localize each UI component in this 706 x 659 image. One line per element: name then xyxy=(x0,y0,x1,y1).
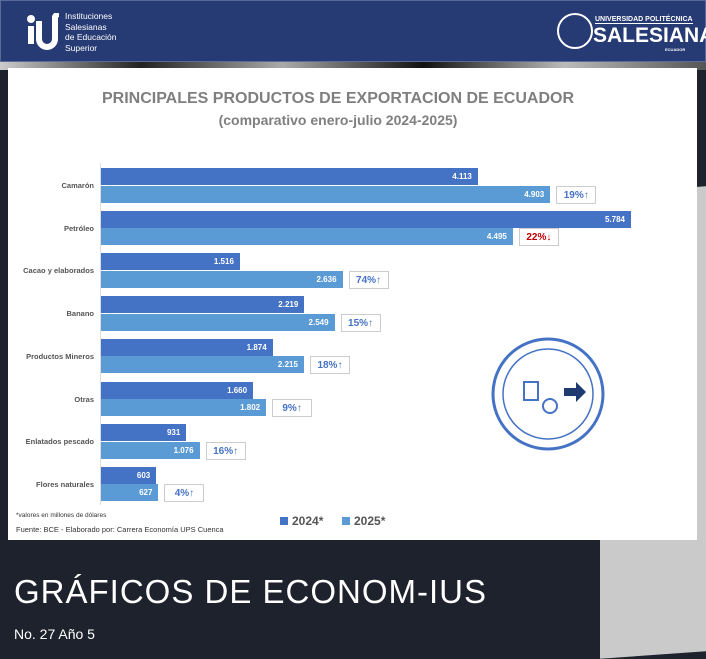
photo-strip xyxy=(0,62,706,70)
data-label: 4.113 xyxy=(452,172,472,181)
data-label: 5.784 xyxy=(604,214,625,224)
source-note: Fuente: BCE - Elaborado por: Carrera Eco… xyxy=(16,525,224,534)
data-label: 4.903 xyxy=(524,189,545,199)
data-label: 2.549 xyxy=(308,317,329,327)
bar-2024 xyxy=(101,168,478,185)
category-label: Flores naturales xyxy=(36,479,94,489)
category-label: Productos Mineros xyxy=(26,351,94,361)
chart-title: PRINCIPALES PRODUCTOS DE EXPORTACION DE … xyxy=(101,90,575,107)
legend-swatch xyxy=(280,517,288,525)
bar-2025 xyxy=(101,484,159,502)
bar-2024 xyxy=(101,381,254,399)
change-badge: 22%↓ xyxy=(518,228,559,247)
bar-2024 xyxy=(101,338,273,356)
change-badge: 18%↑ xyxy=(309,356,350,375)
change-badge: 19%↑ xyxy=(556,185,597,204)
change-badge: 9%↑ xyxy=(272,399,313,417)
category-axis xyxy=(100,163,101,505)
ius-logo-icon xyxy=(27,13,59,50)
bar-2025 xyxy=(101,313,335,331)
category-label: Cacao y elaborados xyxy=(23,266,94,276)
category-label: Otras xyxy=(74,394,94,404)
category-label: Banano xyxy=(66,309,94,319)
export-icon xyxy=(491,337,605,451)
bar-2025 xyxy=(101,356,304,374)
change-badge: 74%↑ xyxy=(348,270,389,289)
legend-2024: 2024* xyxy=(280,514,323,528)
chart-panel: PRINCIPALES PRODUCTOS DE EXPORTACION DE … xyxy=(8,68,697,540)
legend-2025: 2025* xyxy=(342,514,385,528)
data-label: 1.516 xyxy=(213,257,234,267)
university-line2: SALESIANA xyxy=(593,24,706,47)
change-badge: 16%↑ xyxy=(205,441,246,460)
data-label: 2.215 xyxy=(277,360,298,370)
globe-icon xyxy=(557,13,593,49)
institution-name: Instituciones Salesianas de Educación Su… xyxy=(65,11,117,53)
data-label: 2.636 xyxy=(316,274,337,284)
bar-2025 xyxy=(101,185,551,203)
bar-2024 xyxy=(101,253,240,271)
bar-2024 xyxy=(101,296,305,314)
university-line3: ECUADOR xyxy=(665,47,686,52)
bar-2025 xyxy=(101,270,343,288)
units-note: *valores en millones de dólares xyxy=(16,512,107,519)
footer-issue: No. 27 Año 5 xyxy=(14,626,95,642)
legend-label: 2025* xyxy=(354,514,386,528)
data-label: 603 xyxy=(136,470,151,480)
data-label: 1.802 xyxy=(240,403,261,412)
data-label: 1.660 xyxy=(227,385,248,395)
ups-logo: UNIVERSIDAD POLITÉCNICA SALESIANA ECUADO… xyxy=(557,13,706,53)
data-label: 931 xyxy=(166,428,181,438)
data-label: 2.219 xyxy=(278,300,299,310)
bar-2025 xyxy=(101,228,513,246)
bar-2025 xyxy=(101,399,267,416)
category-label: Camarón xyxy=(61,181,94,190)
change-badge: 15%↑ xyxy=(340,313,381,332)
data-label: 627 xyxy=(139,488,153,498)
university-line1: UNIVERSIDAD POLITÉCNICA xyxy=(595,16,693,24)
bar-2024 xyxy=(101,466,157,484)
chart-subtitle: (comparativo enero-julio 2024-2025) xyxy=(218,112,458,128)
data-label: 4.495 xyxy=(486,232,507,242)
legend-swatch xyxy=(342,517,350,525)
bar-2024 xyxy=(101,210,631,228)
bar-2024 xyxy=(101,424,187,442)
header-bar: Instituciones Salesianas de Educación Su… xyxy=(0,0,706,62)
bar-2025 xyxy=(101,441,200,459)
legend-label: 2024* xyxy=(292,514,324,528)
category-label: Petróleo xyxy=(63,223,94,233)
data-label: 1.076 xyxy=(173,445,194,455)
category-label: Enlatados pescado xyxy=(25,437,94,447)
footer-title: GRÁFICOS DE ECONOM-IUS xyxy=(14,573,488,610)
data-label: 1.874 xyxy=(246,342,267,352)
change-badge: 4%↑ xyxy=(164,484,205,503)
